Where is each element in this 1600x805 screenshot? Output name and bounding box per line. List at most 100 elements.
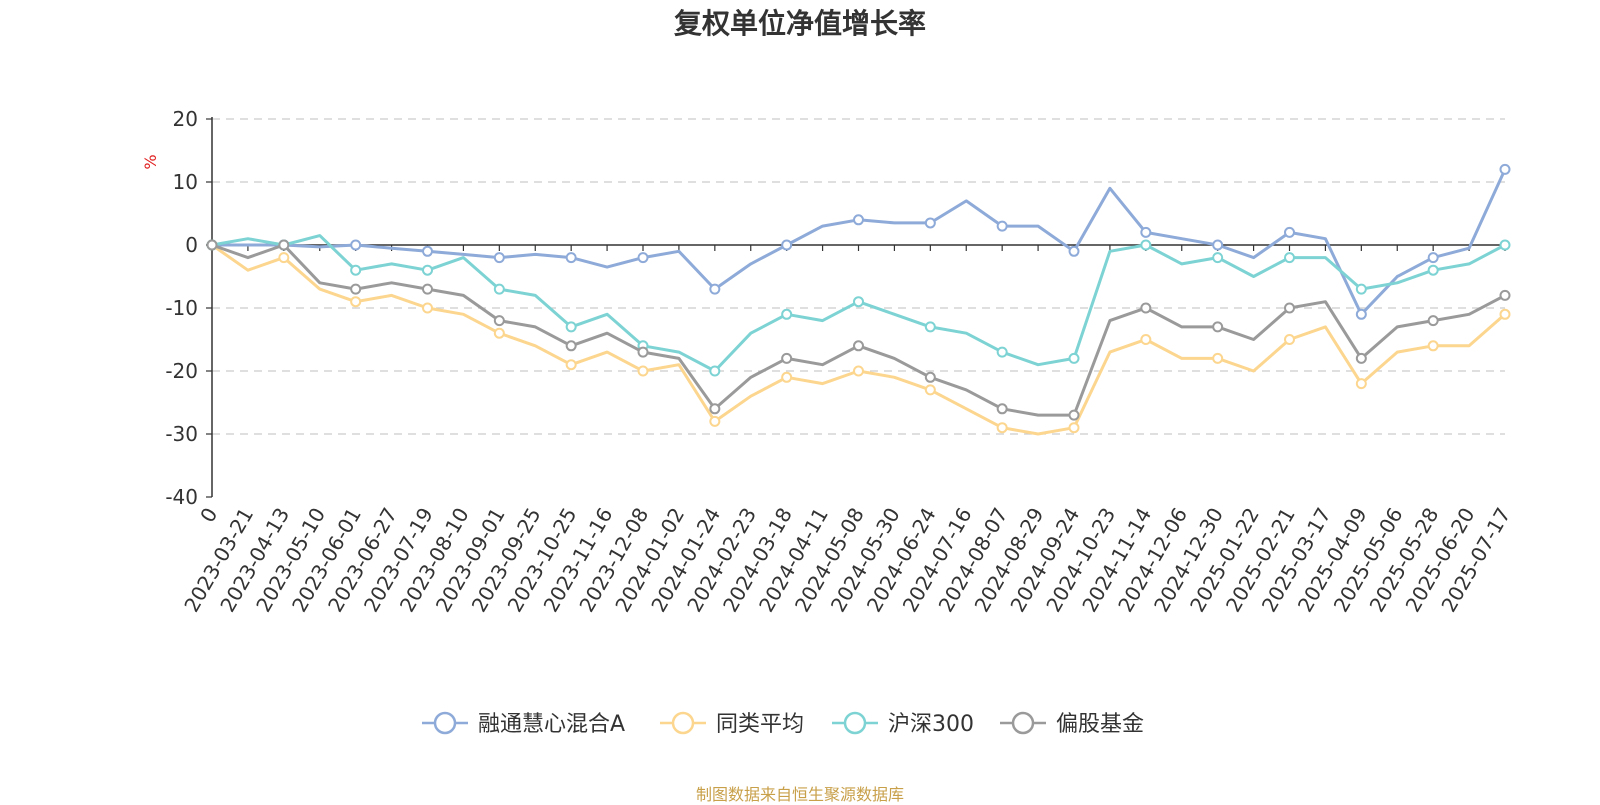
series-point	[1499, 289, 1511, 301]
series-point	[278, 239, 290, 251]
series-point	[924, 371, 936, 383]
y-tick-label: -20	[165, 359, 198, 383]
series-lines	[206, 163, 1511, 436]
series-point	[637, 365, 649, 377]
y-tick-label: -10	[165, 296, 198, 320]
series-point	[996, 346, 1008, 358]
series-point	[1068, 409, 1080, 421]
series-point	[709, 415, 721, 427]
series-point	[350, 296, 362, 308]
series-point	[1427, 315, 1439, 327]
series-point	[1355, 378, 1367, 390]
legend-item[interactable]: 沪深300	[832, 711, 974, 737]
series-point	[1499, 163, 1511, 175]
grid-lines	[212, 118, 1505, 435]
y-tick-label: 20	[173, 107, 198, 131]
series-line	[212, 168, 1507, 316]
series-point	[709, 283, 721, 295]
series-point	[1140, 334, 1152, 345]
series-point	[565, 359, 577, 371]
axes	[206, 117, 1506, 498]
series-point	[1212, 252, 1224, 264]
series-point	[996, 422, 1008, 434]
series-point	[709, 403, 721, 415]
series-point	[1355, 352, 1367, 364]
series-point	[1140, 226, 1152, 238]
series-point	[1284, 252, 1295, 264]
legend-item[interactable]: 融通慧心混合A	[422, 711, 625, 737]
series-point	[493, 283, 505, 295]
series-point	[1284, 334, 1295, 345]
y-axis-unit: %	[141, 154, 160, 169]
y-tick-label: 0	[185, 233, 198, 257]
legend-label: 融通慧心混合A	[478, 712, 625, 737]
series-point	[781, 352, 793, 364]
series-point	[1068, 352, 1080, 364]
series-point	[493, 327, 505, 339]
series-point	[1499, 239, 1511, 251]
source-note: 制图数据来自恒生聚源数据库	[695, 785, 904, 804]
series-line	[211, 243, 1506, 436]
legend-label: 沪深300	[888, 712, 974, 737]
series-point	[278, 252, 290, 264]
series-point	[422, 245, 433, 257]
series-point	[781, 239, 793, 251]
series-point	[1140, 302, 1152, 314]
series-point	[565, 340, 577, 352]
series-point	[493, 315, 505, 327]
series-point	[924, 217, 936, 229]
legend-marker	[1011, 711, 1035, 735]
series-point	[1068, 422, 1080, 434]
series-point	[350, 283, 362, 295]
series-point	[924, 384, 936, 396]
legend-item[interactable]: 偏股基金	[1000, 711, 1144, 737]
series-point	[924, 321, 936, 333]
series-point	[1284, 302, 1295, 314]
series-point	[565, 321, 577, 333]
series-point	[781, 371, 793, 383]
chart-title: 复权单位净值增长率	[673, 7, 926, 40]
legend[interactable]: 融通慧心混合A 同类平均 沪深300 偏股基金	[422, 711, 1144, 737]
series-point	[996, 403, 1008, 415]
series-point	[853, 214, 864, 226]
series-point	[1355, 283, 1367, 295]
series-point	[1212, 352, 1224, 364]
legend-marker	[433, 711, 457, 735]
series-point	[853, 340, 864, 352]
series-point	[422, 264, 433, 276]
series-point	[1427, 340, 1439, 352]
x-tick-label: 0	[195, 504, 222, 527]
legend-label: 同类平均	[716, 712, 804, 737]
series-point	[853, 365, 864, 377]
legend-marker	[671, 711, 695, 735]
legend-item[interactable]: 同类平均	[660, 711, 804, 737]
series-point	[350, 264, 362, 276]
legend-label: 偏股基金	[1056, 712, 1144, 737]
series-point	[781, 308, 793, 320]
y-tick-label: -30	[165, 422, 198, 446]
series-point	[1212, 239, 1224, 251]
series-point	[206, 239, 218, 251]
series-point	[637, 252, 649, 264]
series-point	[1427, 264, 1439, 276]
series-point	[422, 302, 433, 314]
series-point	[709, 365, 721, 377]
series-point	[637, 346, 649, 358]
series-point	[1212, 321, 1224, 333]
series-point	[1499, 308, 1511, 320]
series-line	[211, 243, 1506, 417]
series-point	[996, 220, 1008, 232]
series-point	[422, 283, 433, 295]
series-point	[493, 252, 505, 264]
y-tick-label: 10	[173, 170, 198, 194]
series-point	[1355, 308, 1367, 320]
series-point	[1284, 226, 1295, 238]
series-point	[565, 252, 577, 264]
y-tick-label: -40	[165, 485, 198, 509]
series-point	[1068, 245, 1080, 257]
legend-marker	[843, 711, 867, 735]
series-point	[350, 239, 362, 251]
series-point	[853, 296, 864, 308]
series-point	[1427, 252, 1439, 264]
